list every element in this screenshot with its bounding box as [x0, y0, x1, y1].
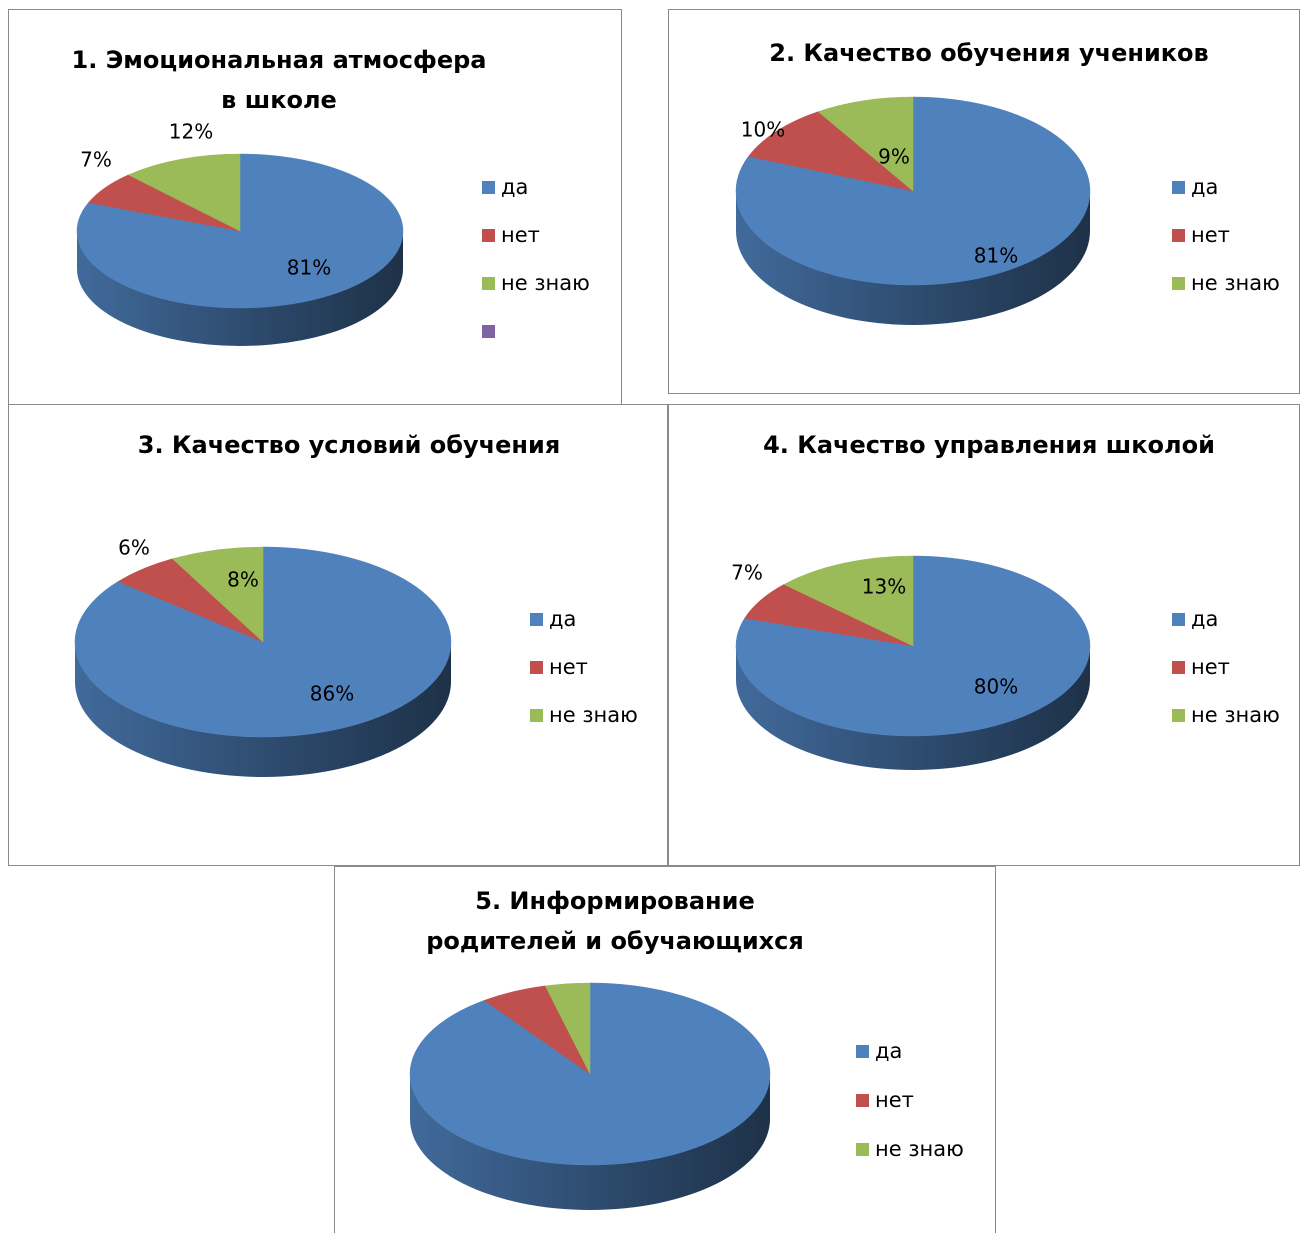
data-label: 7% — [731, 561, 763, 585]
chart-title: 2. Качество обучения учеников — [769, 39, 1209, 67]
legend-label: нет — [1191, 223, 1230, 247]
legend-swatch — [482, 277, 495, 290]
legend-label: да — [501, 175, 529, 199]
chart-title: 3. Качество условий обучения — [137, 431, 561, 459]
pie-slice-не знаю — [171, 546, 264, 643]
data-label: 13% — [862, 575, 906, 599]
pie-slice-нет — [747, 111, 914, 192]
legend-label: да — [549, 607, 577, 631]
pie-slice-не знаю — [817, 96, 914, 192]
chart-panel-1: 1. Эмоциональная атмосфера в школе 81% 7%… — [8, 9, 622, 406]
legend-label: да — [875, 1039, 903, 1063]
chart-title: 1. Эмоциональная атмосфера в школе — [71, 46, 487, 114]
pie-side-0 — [77, 231, 403, 346]
legend-label: не знаю — [501, 271, 590, 295]
pie-slice-не знаю — [127, 153, 241, 232]
legend-swatch — [856, 1045, 869, 1058]
legend-swatch — [1172, 277, 1185, 290]
pie-chart: 81% 10% 9% — [735, 96, 1091, 325]
data-label: 9% — [878, 145, 910, 169]
data-label: 81% — [974, 244, 1018, 268]
legend-swatch — [482, 229, 495, 242]
data-label: 86% — [310, 682, 354, 706]
chart-panel-3: 3. Качество условий обучения 86% 6% 8% да н… — [8, 404, 668, 866]
pie-chart: 86% 6% 8% — [74, 536, 452, 777]
legend-swatch — [856, 1094, 869, 1107]
legend-label: не знаю — [549, 703, 638, 727]
data-label: 6% — [118, 536, 150, 560]
legend-swatch — [530, 709, 543, 722]
legend-swatch — [1172, 661, 1185, 674]
legend-label: нет — [549, 655, 588, 679]
pie-slice-да — [735, 96, 1091, 286]
legend-swatch — [530, 661, 543, 674]
data-label: 12% — [169, 120, 213, 144]
data-label: 80% — [974, 675, 1018, 699]
pie-side-0 — [736, 191, 1090, 325]
legend-label: не знаю — [1191, 703, 1280, 727]
pie-side-0 — [410, 1074, 770, 1210]
data-label: 7% — [80, 148, 112, 172]
chart-panel-4: 4. Качество управления школой 80% 7% 13% д… — [668, 404, 1300, 866]
legend-swatch — [482, 181, 495, 194]
legend-swatch — [1172, 709, 1185, 722]
legend-swatch — [1172, 229, 1185, 242]
pie-side-0 — [75, 642, 451, 777]
legend-swatch — [1172, 613, 1185, 626]
data-label: 10% — [741, 118, 785, 142]
legend-label: не знаю — [1191, 271, 1280, 295]
pie-side-0 — [736, 646, 1090, 770]
pie-slice-не знаю — [783, 555, 914, 647]
pie-slice-да — [735, 555, 1091, 737]
chart-panel-2: 2. Качество обучения учеников 81% 10% 9% д… — [668, 9, 1300, 394]
legend-label: нет — [875, 1088, 914, 1112]
legend-swatch — [530, 613, 543, 626]
chart-panel-5: 5. Информирование родителей и обучающихс… — [334, 866, 996, 1233]
legend-label: нет — [1191, 655, 1230, 679]
legend-label: нет — [501, 223, 540, 247]
legend-swatch — [482, 325, 495, 338]
pie-chart: 80% 7% 13% — [731, 555, 1091, 770]
pie-chart: 81% 7% 12% — [76, 120, 404, 346]
pie-slice-не знаю — [544, 982, 591, 1075]
legend-label: да — [1191, 607, 1219, 631]
chart-title: 4. Качество управления школой — [763, 431, 1215, 459]
chart-title: 5. Информирование родителей и обучающихс… — [426, 887, 804, 955]
legend-label: да — [1191, 175, 1219, 199]
pie-chart — [409, 982, 771, 1210]
data-label: 8% — [227, 568, 259, 592]
legend-label: не знаю — [875, 1137, 964, 1161]
data-label: 81% — [287, 256, 331, 280]
legend-swatch — [1172, 181, 1185, 194]
legend-swatch — [856, 1143, 869, 1156]
